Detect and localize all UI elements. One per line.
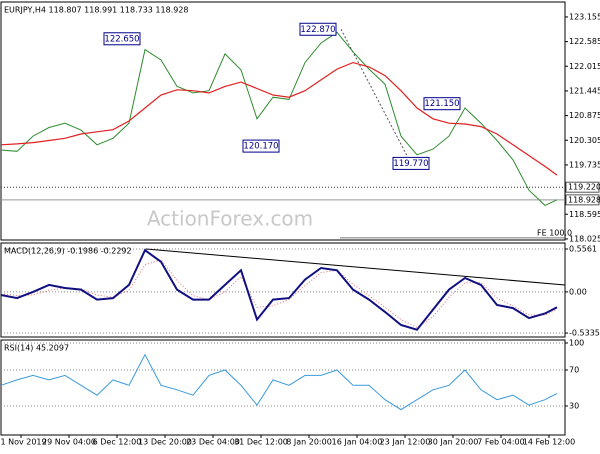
x-tick-label: 7 Feb 04:00	[477, 438, 524, 447]
fe-label: FE 100.0	[537, 228, 572, 237]
trend-line	[145, 248, 566, 286]
watermark: ActionForex.com	[147, 207, 313, 231]
series-line	[0, 61, 558, 176]
level-box	[565, 194, 600, 206]
y-tick-label: 119.735	[569, 160, 600, 169]
panel-frame	[0, 339, 566, 436]
price-label: 122.870	[300, 25, 335, 35]
y-tick-label: 118.595	[569, 210, 600, 219]
price-label-box	[299, 22, 337, 36]
y-tick-label: 122.585	[569, 37, 600, 46]
y-tick-label: 120.305	[569, 136, 600, 145]
panel-title: EURJPY,H4 118.807 118.991 118.733 118.92…	[4, 6, 189, 15]
x-tick-label: 6 Dec 12:00	[93, 438, 142, 447]
y-tick-label: 100	[569, 338, 584, 347]
series-line	[0, 31, 558, 206]
x-tick-label: 16 Jan 04:00	[332, 438, 383, 447]
x-tick-label: 21 Nov 2019	[0, 438, 47, 447]
x-tick-label: 8 Jan 20:00	[286, 438, 332, 447]
price-label: 121.150	[424, 99, 459, 109]
panel-frame	[0, 242, 566, 338]
price-label: 120.170	[243, 142, 278, 152]
y-tick-label: 30	[569, 402, 579, 411]
x-tick-label: 31 Dec 12:00	[234, 438, 288, 447]
x-tick-label: 13 Dec 20:00	[138, 438, 192, 447]
level-box	[565, 181, 600, 193]
panel-title: RSI(14) 45.2097	[4, 344, 69, 353]
panel-frame	[0, 1, 566, 241]
x-tick-label: 23 Jan 12:00	[380, 438, 431, 447]
x-tick-label: 14 Feb 12:00	[523, 438, 575, 447]
y-tick-label: 118.025	[569, 234, 600, 243]
x-tick-label: 23 Dec 04:00	[186, 438, 240, 447]
level-label: 118.928	[568, 195, 600, 204]
x-tick-label: 30 Jan 20:00	[428, 438, 479, 447]
y-tick-label: 123.155	[569, 12, 600, 21]
y-tick-label: 121.445	[569, 86, 600, 95]
y-tick-label: 0.00	[569, 287, 587, 296]
series-line	[0, 353, 558, 411]
y-tick-label: 122.015	[569, 62, 600, 71]
series-line	[0, 248, 558, 331]
level-label: 119.220	[568, 183, 600, 192]
price-label-box	[242, 139, 280, 153]
y-tick-label: -0.5335	[569, 329, 600, 338]
price-label: 122.650	[104, 34, 139, 44]
y-tick-label: 70	[569, 365, 579, 374]
series-line	[0, 258, 558, 328]
price-label-box	[423, 97, 461, 111]
price-label-box	[103, 32, 141, 46]
panel-title: MACD(12,26,9) -0.1986 -0.2292	[4, 247, 132, 256]
y-tick-label: 120.875	[569, 111, 600, 120]
y-tick-label: 0.5561	[569, 245, 597, 254]
price-label-box	[392, 156, 430, 170]
price-label: 119.770	[393, 159, 428, 169]
x-tick-label: 29 Nov 04:00	[42, 438, 96, 447]
